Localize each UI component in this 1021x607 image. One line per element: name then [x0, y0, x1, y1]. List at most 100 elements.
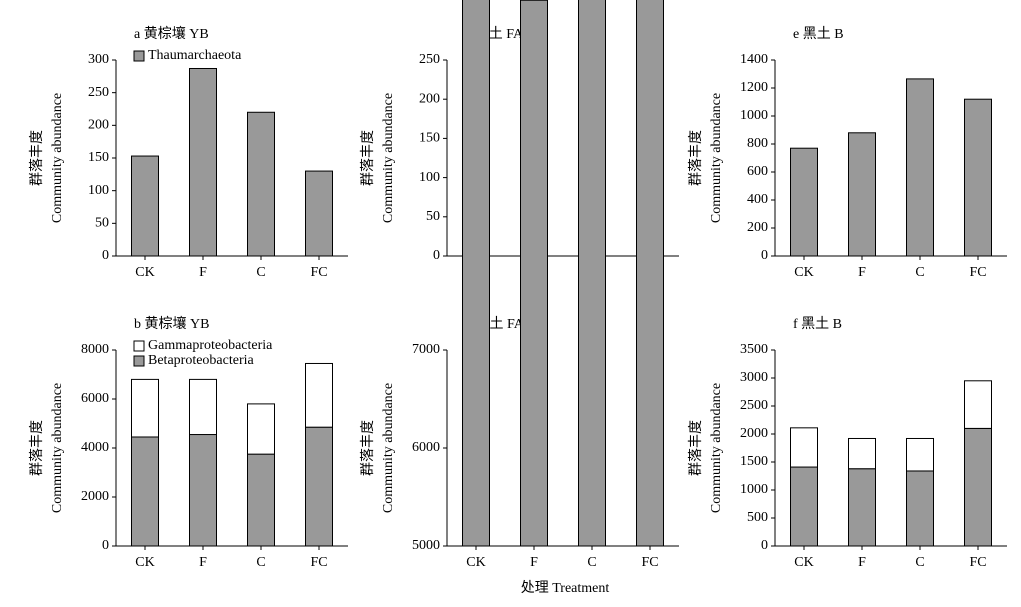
legend-label: Gammaproteobacteria — [148, 338, 273, 353]
y-tick-label: 200 — [88, 118, 109, 133]
y-tick-label: 1000 — [740, 482, 768, 497]
y-tick-label: 100 — [88, 183, 109, 198]
x-axis-label: 处理 Treatment — [521, 580, 610, 596]
x-tick-label: CK — [135, 555, 154, 570]
bar — [247, 403, 275, 455]
bar — [790, 466, 818, 547]
bar — [131, 378, 159, 438]
bar — [906, 78, 934, 257]
bar — [305, 362, 333, 428]
bar — [964, 98, 992, 257]
x-tick-label: CK — [135, 265, 154, 280]
bar — [131, 155, 159, 257]
panel-title: f 黑土 B — [793, 316, 842, 332]
bar — [964, 380, 992, 429]
x-tick-label: CK — [466, 555, 485, 570]
x-tick-label: CK — [794, 555, 813, 570]
x-tick-label: FC — [310, 555, 327, 570]
bar — [906, 470, 934, 547]
x-tick-label: F — [199, 555, 207, 570]
y-tick-label: 800 — [747, 136, 768, 151]
y-axis-label: Community abundance — [709, 93, 724, 223]
y-axis-label: 群落丰度 — [688, 420, 704, 476]
bar — [131, 436, 159, 547]
x-tick-label: FC — [969, 265, 986, 280]
bar — [247, 111, 275, 257]
y-axis-label: 群落丰度 — [688, 130, 704, 186]
y-tick-label: 500 — [747, 510, 768, 525]
y-tick-label: 0 — [433, 248, 440, 263]
y-tick-label: 1500 — [740, 454, 768, 469]
y-axis-label: Community abundance — [50, 383, 65, 513]
x-tick-label: F — [858, 555, 866, 570]
bar — [189, 434, 217, 547]
y-tick-label: 200 — [747, 220, 768, 235]
panel-title: e 黑土 B — [793, 26, 844, 42]
x-tick-label: FC — [310, 265, 327, 280]
y-tick-label: 0 — [761, 538, 768, 553]
y-tick-label: 2500 — [740, 398, 768, 413]
bar — [848, 132, 876, 257]
x-tick-label: FC — [969, 555, 986, 570]
bar — [305, 170, 333, 257]
y-tick-label: 7000 — [412, 342, 440, 357]
y-tick-label: 400 — [747, 192, 768, 207]
y-axis-label: 群落丰度 — [29, 420, 45, 476]
y-tick-label: 150 — [88, 150, 109, 165]
legend-swatch — [133, 340, 145, 352]
y-tick-label: 5000 — [412, 538, 440, 553]
y-axis-label: 群落丰度 — [360, 420, 376, 476]
bar — [636, 0, 664, 547]
x-tick-label: C — [915, 555, 924, 570]
bar — [578, 0, 606, 547]
bar — [790, 427, 818, 468]
bar — [462, 0, 490, 547]
y-axis-label: Community abundance — [50, 93, 65, 223]
y-tick-label: 0 — [102, 538, 109, 553]
y-tick-label: 2000 — [740, 426, 768, 441]
y-tick-label: 1200 — [740, 80, 768, 95]
x-tick-label: F — [530, 555, 538, 570]
bar — [305, 426, 333, 547]
bar — [848, 468, 876, 547]
y-axis-label: Community abundance — [381, 93, 396, 223]
bar — [247, 453, 275, 547]
y-tick-label: 0 — [761, 248, 768, 263]
y-tick-label: 0 — [102, 248, 109, 263]
y-axis-label: 群落丰度 — [360, 130, 376, 186]
y-tick-label: 8000 — [81, 342, 109, 357]
y-tick-label: 150 — [419, 131, 440, 146]
legend-label: Thaumarchaeota — [148, 48, 242, 63]
legend-swatch — [133, 355, 145, 367]
y-tick-label: 250 — [88, 85, 109, 100]
y-axis-label: Community abundance — [709, 383, 724, 513]
x-tick-label: F — [858, 265, 866, 280]
x-tick-label: FC — [641, 555, 658, 570]
bar — [848, 437, 876, 470]
y-tick-label: 600 — [747, 164, 768, 179]
bar — [520, 0, 548, 547]
x-tick-label: CK — [794, 265, 813, 280]
y-axis-label: 群落丰度 — [29, 130, 45, 186]
y-axis-label: Community abundance — [381, 383, 396, 513]
bar — [189, 378, 217, 436]
legend-swatch — [133, 50, 145, 62]
x-tick-label: C — [915, 265, 924, 280]
y-tick-label: 3500 — [740, 342, 768, 357]
bar — [964, 427, 992, 547]
bar — [906, 437, 934, 472]
y-tick-label: 250 — [419, 52, 440, 67]
y-tick-label: 50 — [95, 216, 109, 231]
panel-title: b 黄棕壤 YB — [134, 315, 209, 332]
y-tick-label: 1000 — [740, 108, 768, 123]
y-tick-label: 1400 — [740, 52, 768, 67]
y-tick-label: 4000 — [81, 440, 109, 455]
y-tick-label: 200 — [419, 91, 440, 106]
y-tick-label: 6000 — [412, 440, 440, 455]
x-tick-label: C — [587, 555, 596, 570]
legend-label: Betaproteobacteria — [148, 353, 255, 368]
y-tick-label: 100 — [419, 170, 440, 185]
y-tick-label: 300 — [88, 52, 109, 67]
x-tick-label: C — [256, 555, 265, 570]
panel-title: a 黄棕壤 YB — [134, 25, 209, 42]
